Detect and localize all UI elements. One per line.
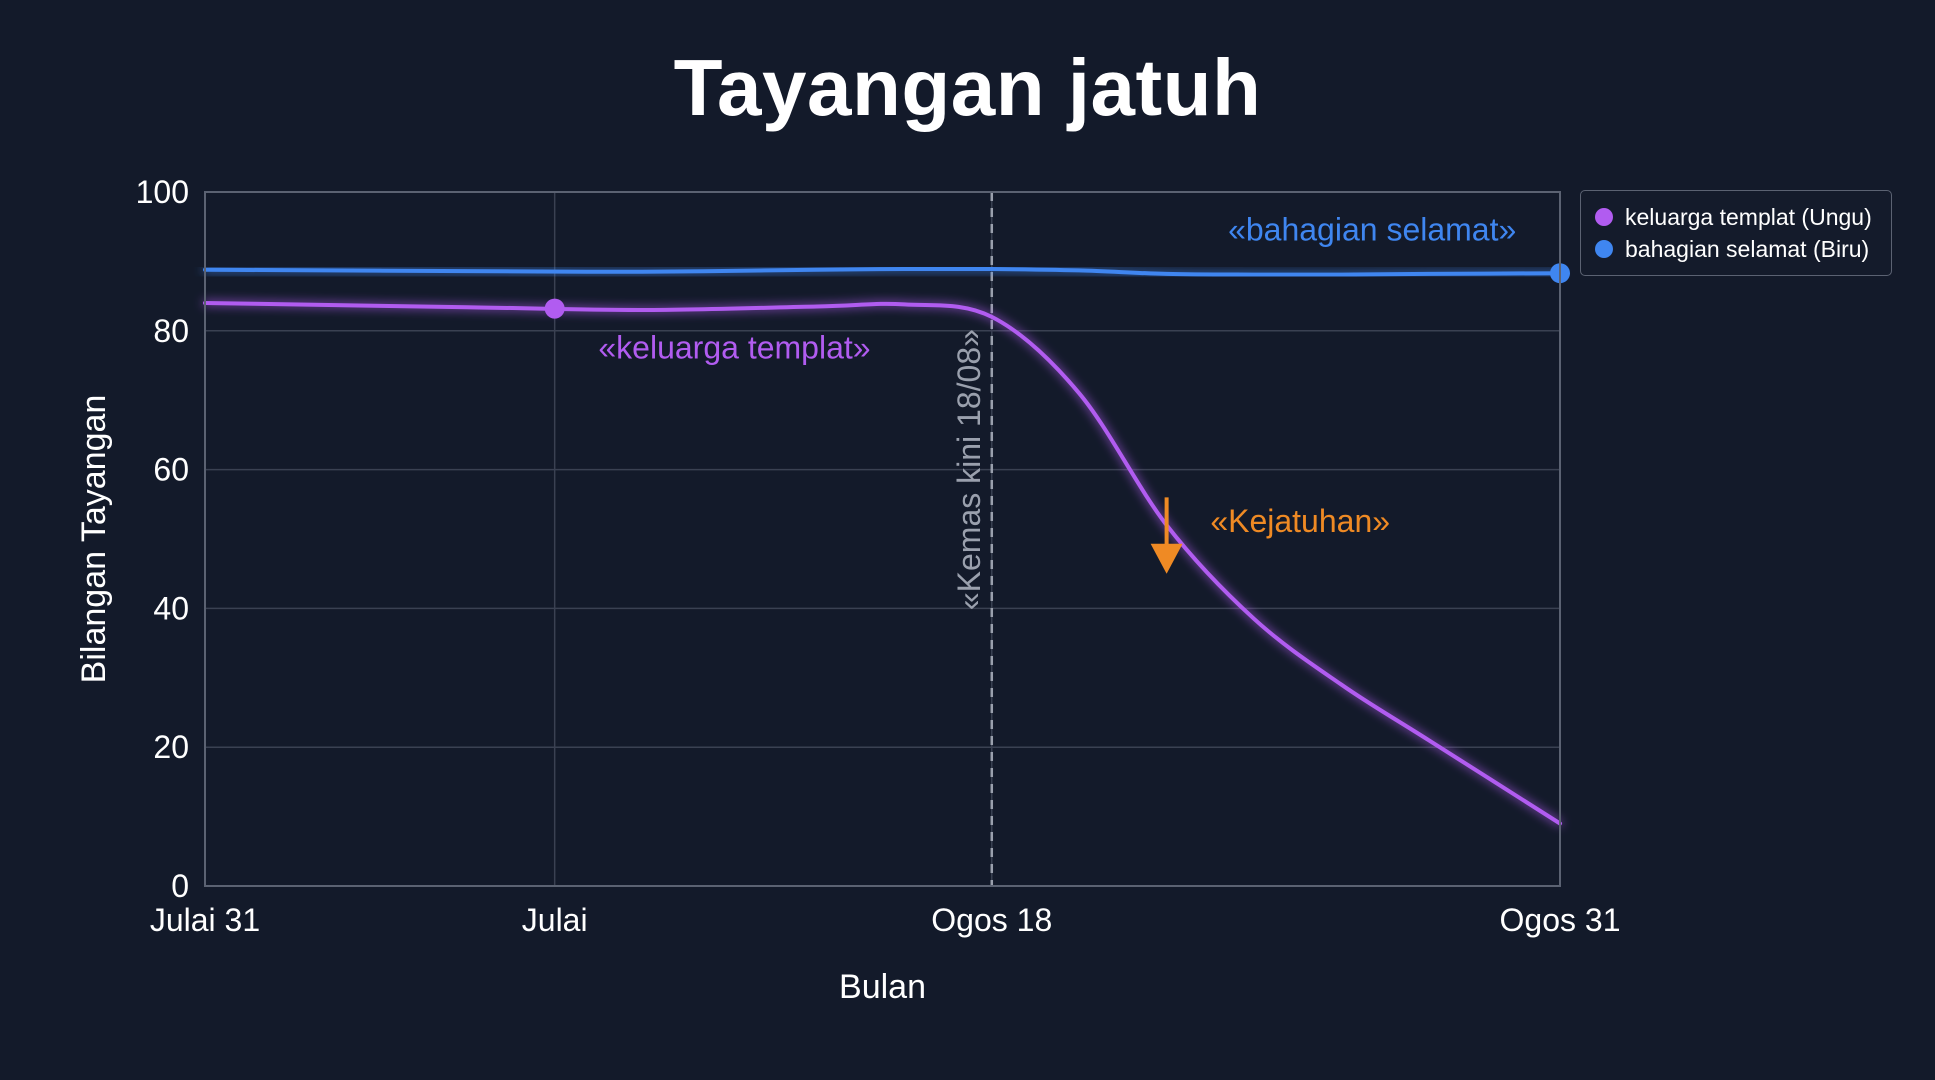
annotations: «keluarga templat» «bahagian selamat» «Kej… <box>598 212 1516 574</box>
drop-arrow-head <box>1150 543 1183 574</box>
y-tick-label: 20 <box>153 729 189 765</box>
x-tick-label: Ogos 18 <box>931 902 1052 938</box>
plot-frame <box>204 191 1561 887</box>
y-axis-title: Bilangan Tayangan <box>75 395 113 684</box>
series-lines <box>203 263 1570 826</box>
series-point <box>544 298 565 319</box>
legend-swatch <box>1595 240 1613 258</box>
update-marker: «Kemas kini 18/08» <box>951 192 994 886</box>
annotation-label: «Kejatuhan» <box>1210 503 1390 539</box>
y-tick-label: 100 <box>136 174 189 210</box>
axes: 0 20 40 60 80 100 Julai 31 Julai Ogos 18 Ogos 31 B… <box>75 174 1620 1006</box>
x-tick-label: Julai <box>522 902 588 938</box>
y-tick-label: 40 <box>153 590 189 626</box>
legend-label: keluarga templat (Ungu) <box>1625 203 1872 230</box>
series-line-1 <box>203 301 1562 826</box>
y-tick-label: 80 <box>153 313 189 349</box>
legend-label: bahagian selamat (Biru) <box>1625 235 1870 262</box>
annotation-label: «bahagian selamat» <box>1228 212 1516 248</box>
x-axis-title: Bulan <box>839 968 926 1006</box>
update-label: «Kemas kini 18/08» <box>951 329 987 610</box>
chart-title: Tayangan jatuh <box>673 43 1262 132</box>
x-tick-label: Ogos 31 <box>1500 902 1621 938</box>
legend-item: bahagian selamat (Biru) <box>1595 233 1877 265</box>
legend: keluarga templat (Ungu) bahagian selamat … <box>1580 190 1892 276</box>
x-tick-label: Julai 31 <box>150 902 260 938</box>
y-tick-label: 60 <box>153 452 189 488</box>
annotation-label: «keluarga templat» <box>598 330 870 366</box>
y-tick-label: 0 <box>171 868 189 904</box>
series-line-2 <box>203 266 1562 277</box>
legend-swatch <box>1595 208 1613 226</box>
legend-item: keluarga templat (Ungu) <box>1595 201 1877 233</box>
